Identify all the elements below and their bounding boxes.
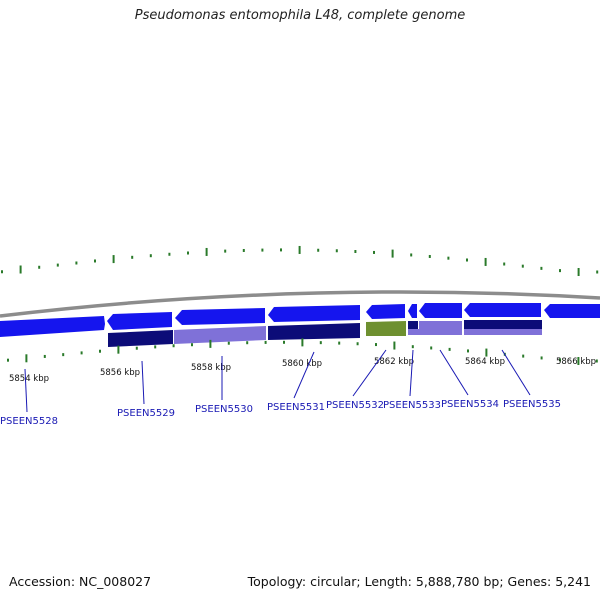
gene-label-pseen5531[interactable]: PSEEN5531 — [267, 402, 325, 413]
gene-leader-line — [439, 349, 469, 396]
gene-leader-line — [293, 351, 315, 399]
feature-block-4[interactable] — [366, 321, 406, 336]
gene-arrow-fwd-2[interactable] — [107, 312, 172, 330]
gene-arrow-fwd-7[interactable] — [419, 303, 462, 318]
gene-arrow-fwd-3[interactable] — [175, 308, 265, 325]
kbp-label: 5854 kbp — [9, 374, 49, 384]
gene-arrow-fwd-1[interactable] — [0, 316, 105, 337]
gene-label-pseen5529[interactable]: PSEEN5529 — [117, 408, 175, 419]
gene-leader-line — [352, 349, 387, 397]
kbp-label-group: 5854 kbp 5856 kbp 5858 kbp 5860 kbp 5862 kbp… — [9, 357, 596, 384]
kbp-label: 5856 kbp — [100, 368, 140, 378]
genome-summary-text: Topology: circular; Length: 5,888,780 bp… — [247, 574, 591, 589]
feature-block-9[interactable] — [464, 329, 542, 335]
kbp-label: 5862 kbp — [374, 357, 414, 367]
accession-text: Accession: NC_008027 — [9, 574, 152, 589]
gene-arrow-fwd-5[interactable] — [366, 304, 405, 319]
genome-backbone — [0, 290, 600, 318]
gene-label-pseen5530[interactable]: PSEEN5530 — [195, 404, 253, 415]
gene-arrow-fwd-6[interactable] — [408, 304, 417, 318]
kbp-label: 5858 kbp — [191, 363, 231, 373]
gene-label-pseen5528[interactable]: PSEEN5528 — [0, 416, 58, 427]
gene-label-pseen5533[interactable]: PSEEN5533 — [383, 400, 441, 411]
kbp-label: 5860 kbp — [282, 359, 322, 369]
map-title: Pseudomonas entomophila L48, complete ge… — [134, 8, 466, 23]
gene-label-pseen5535[interactable]: PSEEN5535 — [503, 399, 561, 410]
feature-block-3[interactable] — [268, 323, 360, 340]
outer-tick-ring — [1, 245, 599, 276]
forward-strand-genes — [0, 303, 600, 337]
gene-arrow-fwd-8[interactable] — [464, 303, 541, 317]
feature-row-genes — [108, 320, 542, 347]
gene-leader-line — [409, 349, 414, 397]
gene-label-pseen5534[interactable]: PSEEN5534 — [441, 399, 499, 410]
gene-leader-line — [24, 368, 28, 413]
gene-arrow-fwd-4[interactable] — [268, 305, 360, 322]
feature-block-6[interactable] — [408, 329, 462, 335]
feature-block-7[interactable] — [419, 321, 462, 329]
gene-leader-line — [141, 360, 145, 405]
feature-block-2[interactable] — [174, 326, 266, 344]
feature-block-8[interactable] — [464, 320, 542, 329]
kbp-label: 5864 kbp — [465, 357, 505, 367]
gene-label-pseen5532[interactable]: PSEEN5532 — [326, 400, 384, 411]
feature-block-5[interactable] — [408, 321, 418, 329]
inner-tick-ring — [7, 338, 598, 365]
gene-leader-line — [501, 349, 531, 396]
kbp-label: 5866 kbp — [556, 357, 596, 367]
gene-arrow-fwd-9[interactable] — [544, 304, 600, 318]
feature-block-1[interactable] — [108, 330, 173, 347]
